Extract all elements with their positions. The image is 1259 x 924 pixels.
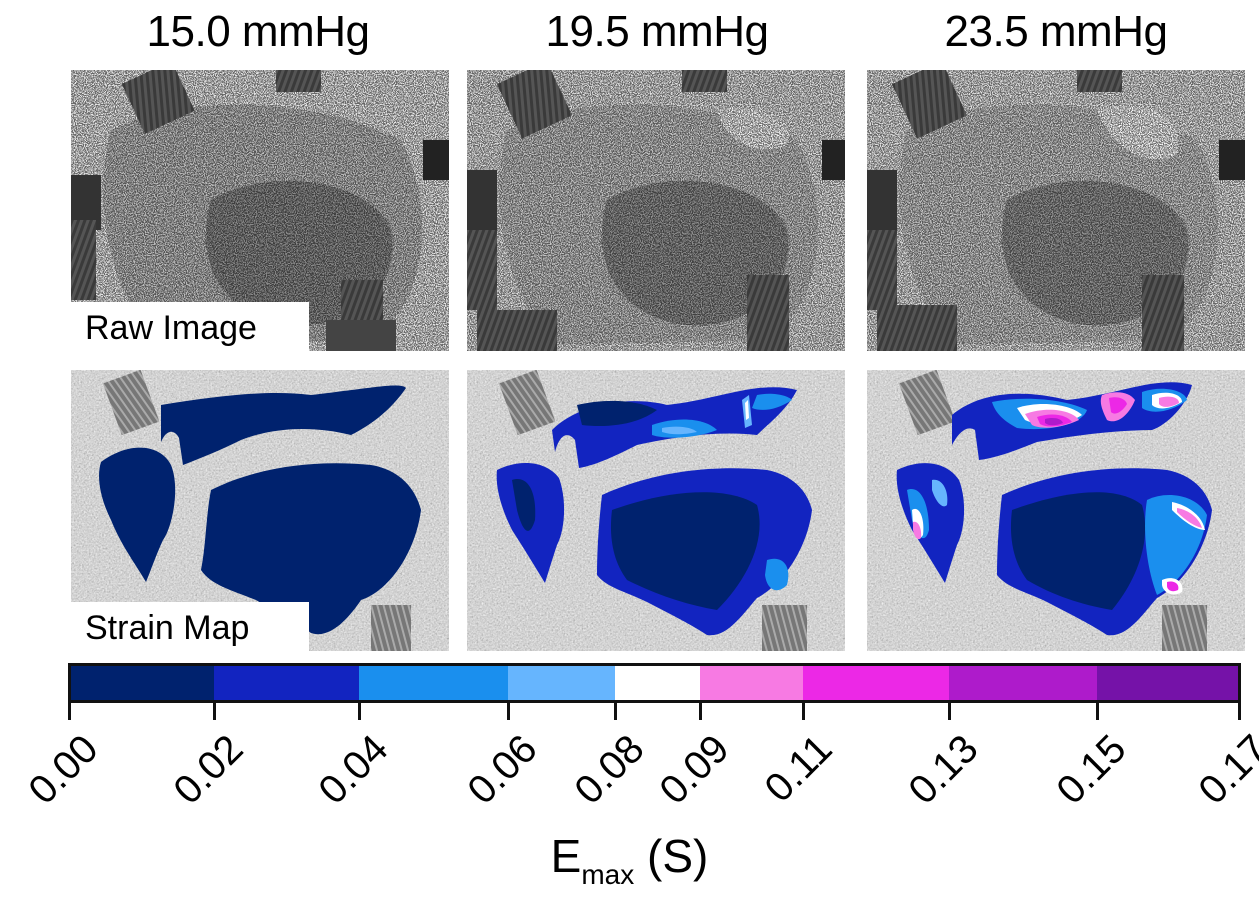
colorbar-tick-mark [68, 703, 71, 720]
colorbar-tick-label: 0.13 [900, 726, 987, 813]
colorbar-tick-label: 0.00 [20, 726, 107, 813]
column-title-23-5mmHg: 23.5 mmHg [944, 7, 1168, 56]
axis-title-main: E [550, 830, 582, 882]
colorbar-segment [508, 666, 615, 700]
column-title-15mmHg: 15.0 mmHg [146, 7, 370, 56]
strain-overlay [467, 370, 845, 651]
colorbar-segment [615, 666, 700, 700]
colorbar-tick-mark [948, 703, 951, 720]
colorbar-tick-mark [358, 703, 361, 720]
colorbar-tick-mark [1096, 703, 1099, 720]
colorbar-tick-label: 0.15 [1048, 726, 1135, 813]
raw-image-19-5mmHg [467, 70, 845, 351]
colorbar-tick-label: 0.09 [651, 726, 738, 813]
colorbar-segment [700, 666, 803, 700]
row-label-strain-map: Strain Map [71, 602, 309, 651]
colorbar-tick-label: 0.06 [459, 726, 546, 813]
colorbar-tick-label: 0.17 [1190, 726, 1259, 813]
colorbar-tick-label: 0.02 [165, 726, 252, 813]
colorbar-segment [1097, 666, 1238, 700]
axis-title-unit: (S) [647, 830, 709, 882]
colorbar-tick-label: 0.11 [756, 726, 841, 811]
colorbar-tick-mark [507, 703, 510, 720]
colorbar-segment [359, 666, 508, 700]
colorbar-tick-label: 0.04 [310, 726, 397, 813]
colorbar-tick-mark [1238, 703, 1241, 720]
strain-overlay [867, 370, 1245, 651]
column-title-19-5mmHg: 19.5 mmHg [545, 7, 769, 56]
colorbar-axis-title: Emax (S) [0, 826, 1259, 905]
colorbar-tick-mark [802, 703, 805, 720]
raw-image-23-5mmHg [867, 70, 1245, 351]
strain-map-23-5mmHg [867, 370, 1245, 651]
colorbar-segment [214, 666, 359, 700]
colorbar-tick-label: 0.08 [566, 726, 653, 813]
colorbar-segment [803, 666, 949, 700]
colorbar-segment [71, 666, 214, 700]
tissue-photo [467, 70, 845, 351]
row-label-raw-image: Raw Image [71, 302, 309, 351]
colorbar [68, 663, 1241, 703]
tissue-photo [71, 70, 449, 351]
colorbar-segment [949, 666, 1097, 700]
strain-map-15mmHg: Strain Map [71, 370, 449, 651]
strain-map-19-5mmHg [467, 370, 845, 651]
raw-image-15mmHg: Raw Image [71, 70, 449, 351]
colorbar-tick-mark [213, 703, 216, 720]
axis-title-subscript: max [581, 859, 635, 890]
colorbar-tick-mark [699, 703, 702, 720]
tissue-photo [867, 70, 1245, 351]
colorbar-tick-mark [614, 703, 617, 720]
